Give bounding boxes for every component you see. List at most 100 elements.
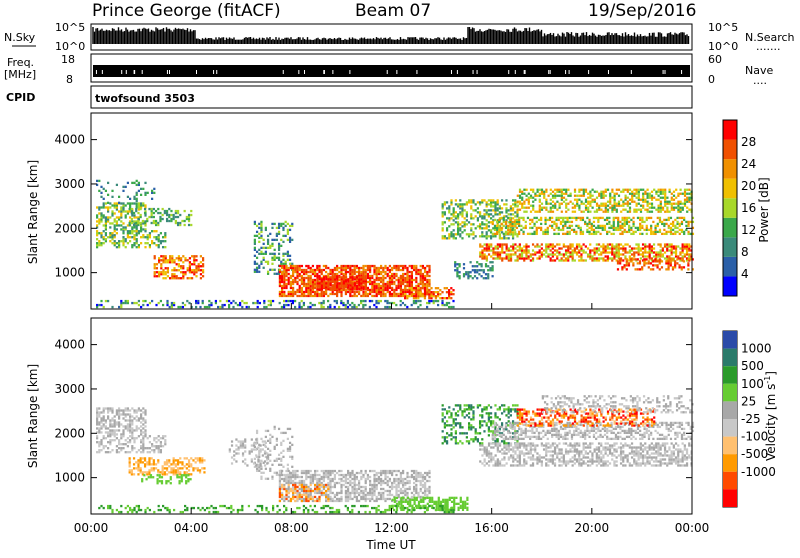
- power-cell: [439, 289, 441, 291]
- velocity-cell: [129, 409, 131, 411]
- power-cell: [422, 279, 424, 281]
- power-cell: [191, 277, 193, 279]
- power-cell: [622, 189, 624, 191]
- power-cell: [605, 245, 607, 247]
- power-cell: [569, 253, 571, 255]
- power-cell: [481, 245, 483, 247]
- power-cell: [133, 230, 135, 232]
- power-cell: [554, 249, 556, 251]
- power-cell: [330, 288, 332, 290]
- power-cell: [142, 236, 144, 238]
- power-cell: [122, 222, 124, 224]
- power-cell: [426, 273, 428, 275]
- power-cell: [334, 280, 336, 282]
- power-cell: [156, 263, 158, 265]
- power-cell: [182, 265, 184, 267]
- power-cell: [177, 210, 179, 212]
- power-cell: [477, 211, 479, 213]
- velocity-cell: [157, 471, 159, 473]
- power-cell: [642, 243, 644, 245]
- power-cell: [585, 209, 587, 211]
- power-cell: [516, 235, 518, 237]
- power-cell: [488, 229, 490, 231]
- power-cell: [484, 249, 486, 251]
- power-cell: [327, 288, 329, 290]
- power-cell: [299, 275, 301, 277]
- power-cell: [283, 267, 285, 269]
- velocity-cell: [162, 469, 164, 471]
- power-cell: [598, 247, 600, 249]
- power-cell: [294, 277, 296, 279]
- power-cell: [323, 265, 325, 267]
- power-cell: [654, 231, 656, 233]
- power-cell: [159, 218, 161, 220]
- power-cell: [485, 273, 487, 275]
- power-cell: [278, 249, 280, 251]
- power-cell: [160, 255, 162, 257]
- power-cell: [637, 217, 639, 219]
- power-cell: [470, 199, 472, 201]
- power-cell: [594, 211, 596, 213]
- power-cell: [622, 205, 624, 207]
- velocity-cell: [260, 438, 262, 440]
- power-cell: [636, 209, 638, 211]
- velocity-cell: [260, 478, 262, 480]
- power-cell: [583, 195, 585, 197]
- power-cell: [517, 255, 519, 257]
- power-cell: [569, 255, 571, 257]
- power-cell: [677, 255, 679, 257]
- power-cell: [177, 216, 179, 218]
- power-cell: [140, 222, 142, 224]
- power-cell: [644, 255, 646, 257]
- power-cell: [303, 283, 305, 285]
- power-cell: [415, 271, 417, 273]
- power-cell: [319, 276, 321, 278]
- power-cell: [486, 257, 488, 259]
- power-cell: [638, 191, 640, 193]
- power-cell: [497, 257, 499, 259]
- power-cell: [384, 273, 386, 275]
- power-cell: [415, 279, 417, 281]
- power-colorbar-tick: 4: [741, 267, 749, 281]
- power-cell: [376, 295, 378, 297]
- power-cell: [514, 205, 516, 207]
- power-cell: [422, 277, 424, 279]
- power-cell: [608, 217, 610, 219]
- velocity-cell: [142, 419, 144, 421]
- power-cell: [550, 189, 552, 191]
- power-cell: [303, 293, 305, 295]
- power-cell: [540, 217, 542, 219]
- velocity-cell: [147, 437, 149, 439]
- power-cell: [605, 247, 607, 249]
- power-cell: [558, 227, 560, 229]
- power-cell: [656, 266, 658, 268]
- beam-title: Beam 07: [355, 1, 431, 21]
- power-cell: [254, 269, 256, 271]
- power-cell: [525, 221, 527, 223]
- power-cell: [640, 247, 642, 249]
- power-cell: [193, 259, 195, 261]
- power-cell: [500, 217, 502, 219]
- power-cell: [200, 269, 202, 271]
- power-cell: [459, 211, 461, 213]
- power-cell: [488, 249, 490, 251]
- power-cell: [428, 297, 430, 299]
- power-cell: [144, 230, 146, 232]
- power-cell: [651, 199, 653, 201]
- power-cell: [299, 267, 301, 269]
- power-cell: [178, 265, 180, 267]
- power-cell: [420, 269, 422, 271]
- power-cell: [312, 281, 314, 283]
- power-cell: [323, 278, 325, 280]
- power-cell: [528, 257, 530, 259]
- power-cell: [626, 262, 628, 264]
- power-cell: [576, 199, 578, 201]
- power-cell: [424, 279, 426, 281]
- velocity-cell: [148, 469, 150, 471]
- power-cell: [309, 302, 311, 304]
- velocity-cell: [129, 471, 131, 473]
- power-cell: [380, 273, 382, 275]
- power-cell: [497, 207, 499, 209]
- velocity-cell: [111, 439, 113, 441]
- power-cell: [607, 189, 609, 191]
